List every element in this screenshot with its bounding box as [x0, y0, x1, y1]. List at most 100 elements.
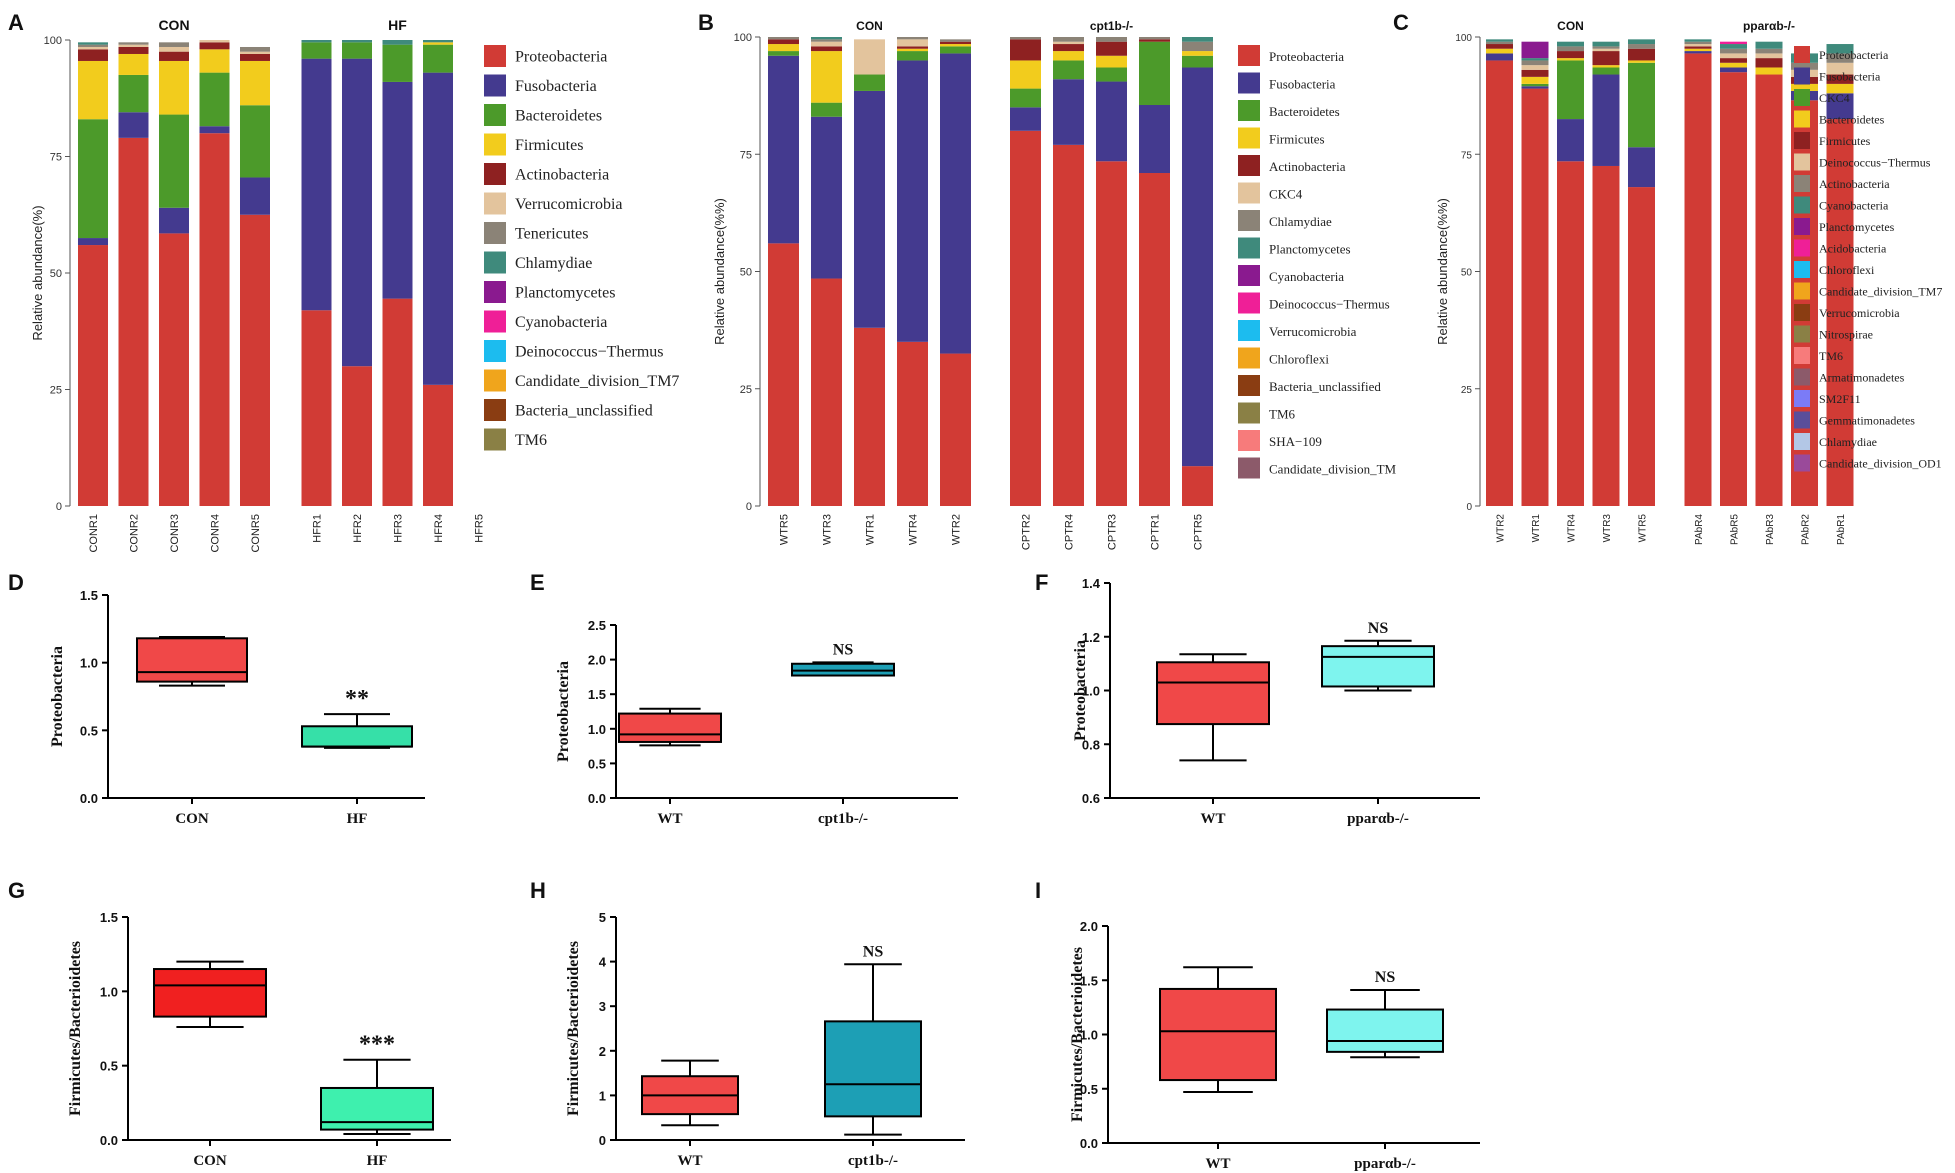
panel-b-legend-label: Firmicutes	[1269, 131, 1325, 146]
panel-a-bar-segment	[342, 58, 372, 367]
panel-a-legend-label: Planctomycetes	[515, 285, 615, 302]
panel-b-legend-swatch	[1238, 375, 1260, 396]
panel-h-box	[824, 1020, 922, 1118]
panel-b-legend-label: Proteobacteria	[1269, 49, 1344, 64]
panel-c-bar-segment	[1826, 83, 1854, 94]
panel-c-legend-label: TM6	[1819, 349, 1843, 363]
panel-b-legend-swatch	[1238, 237, 1260, 259]
panel-c-bar-segment	[1720, 62, 1747, 68]
panel-b-bar-segment	[897, 51, 928, 61]
panel-c-bar-segment	[1557, 161, 1584, 506]
panel-a-bar-segment	[240, 53, 270, 61]
panel-b-bar-segment	[768, 55, 799, 244]
panel-a-legend-swatch	[484, 428, 506, 451]
panel-c-y-tick-label: 50	[1461, 268, 1473, 279]
panel-h-significance-label: NS	[863, 943, 884, 960]
panel-d-x-tick-label: CON	[175, 811, 209, 827]
panel-b-bar-segment	[1139, 37, 1170, 40]
panel-b-legend-swatch	[1238, 265, 1260, 286]
panel-b-bar-segment	[897, 60, 928, 342]
panel-b-sample-label: CPTR3	[1107, 514, 1119, 550]
panel-h-y-tick-label: 1	[599, 1088, 606, 1103]
panel-c-bar-segment	[1521, 83, 1549, 87]
panel-b-bar-segment	[1053, 60, 1084, 80]
panel-a-bar-segment	[118, 112, 149, 138]
panel-a-bar-segment	[118, 42, 149, 45]
panel-c-legend-swatch	[1794, 132, 1810, 149]
panel-c-group-title: CON	[1557, 19, 1584, 33]
panel-e-x-tick-label: cpt1b-/-	[818, 811, 868, 827]
panel-c-legend-swatch	[1794, 347, 1810, 364]
panel-c-legend-swatch	[1794, 433, 1810, 450]
panel-b-bar-segment	[1053, 41, 1084, 45]
panel-a-bar-segment	[240, 46, 270, 52]
panel-c-bar-segment	[1557, 60, 1584, 120]
panel-c-y-axis-label: Relative abundance(%%)	[1435, 198, 1450, 345]
panel-b-bar-segment	[1053, 44, 1084, 52]
panel-b-y-tick-label: 0	[746, 501, 752, 513]
panel-b-bar-segment	[811, 51, 842, 103]
panel-a-sample-label: CONR4	[210, 514, 222, 553]
panel-d-y-tick-label: 0.0	[80, 791, 98, 806]
panel-b-legend-swatch	[1238, 402, 1260, 424]
panel-f-y-tick-label: 1.4	[1082, 576, 1101, 591]
panel-c-legend-swatch	[1794, 89, 1810, 106]
panel-a-bar-segment	[240, 60, 270, 106]
panel-g-significance-label: ***	[359, 1032, 395, 1058]
panel-c-legend-label: Cyanobacteria	[1819, 198, 1889, 212]
panel-b-y-axis-label: Relative abundance(%%)	[712, 198, 727, 345]
panel-a-bar-segment	[382, 81, 413, 299]
panel-i-x-tick-label: WT	[1205, 1156, 1230, 1172]
panel-c-bar-segment	[1684, 41, 1712, 45]
panel-b-bar-segment	[854, 39, 885, 75]
panel-c-legend-swatch	[1794, 368, 1810, 386]
panel-c-legend-label: Firmicutes	[1819, 134, 1871, 148]
panel-b-sample-label: CPTR4	[1064, 514, 1076, 550]
panel-c-bar-segment	[1755, 67, 1783, 75]
panel-c-bar-segment	[1826, 44, 1854, 54]
panel-a-bar-segment	[301, 42, 332, 59]
panel-c-legend-label: Nitrospirae	[1819, 327, 1873, 341]
panel-a-bar-segment	[382, 40, 413, 45]
panel-a-bar-segment	[78, 46, 108, 50]
panel-c-legend-swatch	[1794, 110, 1810, 128]
panel-c-bar-segment	[1628, 60, 1655, 63]
panel-c-bar-segment	[1720, 53, 1747, 59]
panel-letter-c: C	[1393, 10, 1409, 35]
panel-a-bar-segment	[423, 42, 453, 45]
panel-c-bar-segment	[1592, 41, 1620, 47]
panel-b-group-title: cpt1b-/-	[1090, 19, 1133, 33]
panel-c-legend-label: Candidate_division_OD1	[1819, 456, 1942, 470]
panel-c-bar-segment	[1628, 39, 1655, 45]
panel-g-x-tick-label: HF	[367, 1153, 388, 1169]
panel-b-bar-segment	[854, 327, 885, 506]
panel-a-legend-swatch	[484, 104, 506, 126]
panel-b-legend-label: Bacteria_unclassified	[1269, 379, 1381, 394]
panel-c-bar-segment	[1720, 67, 1747, 73]
panel-c-legend-label: Proteobacteria	[1819, 48, 1889, 62]
panel-b-bar-segment	[1053, 37, 1084, 42]
panel-c-bar-segment	[1557, 51, 1584, 59]
panel-c-bar-segment	[1592, 46, 1620, 49]
panel-c-legend-label: CKC4	[1819, 91, 1850, 105]
panel-h-y-tick-label: 4	[599, 955, 607, 970]
panel-a-sample-label: HFR3	[393, 514, 405, 543]
panel-e-significance-label: NS	[833, 641, 854, 658]
panel-c-bar-segment	[1720, 44, 1747, 49]
panel-b-bar-segment	[811, 278, 842, 506]
panel-b-bar-segment	[768, 243, 799, 507]
panel-a-bar-segment	[159, 42, 189, 47]
panel-b-group-title: CON	[856, 19, 883, 33]
panel-f-box	[1321, 645, 1435, 688]
panel-b-bar-segment	[1182, 55, 1213, 68]
panel-a-legend-swatch	[484, 163, 506, 185]
panel-b-legend-label: TM6	[1269, 406, 1296, 421]
panel-b-bar-segment	[854, 74, 885, 91]
panel-c-legend-label: Gemmatimonadetes	[1819, 413, 1915, 427]
panel-b-bar-segment	[811, 39, 842, 42]
panel-a-sample-label: HFR1	[312, 514, 324, 543]
panel-b-bar-segment	[1096, 55, 1127, 68]
panel-d-y-axis-label: Proteobacteria	[49, 646, 66, 747]
panel-a-bar-segment	[342, 366, 372, 506]
